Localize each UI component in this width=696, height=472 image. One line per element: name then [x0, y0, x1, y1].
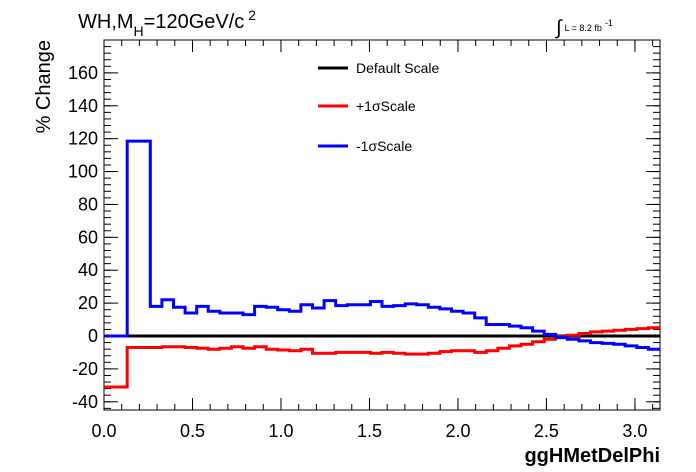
title-main: =120GeV/c: [144, 11, 245, 33]
axis-tick-labels: 0.0 0.5 1.0 1.5 2.0 2.5 3.0 -40 -20 0 20 40 60 80 100 1…: [68, 63, 648, 441]
luminosity-text: L = 8.2 fb: [564, 23, 601, 33]
axis-ticks: [103, 39, 660, 410]
title-superscript: 2: [248, 7, 256, 23]
series-line-2: [104, 139, 660, 351]
y-tick-label: -20: [72, 359, 98, 379]
integral-symbol: ∫: [555, 17, 563, 39]
x-tick-label: 2.5: [534, 421, 559, 441]
chart-title: WH,MH=120GeV/c 2: [78, 7, 256, 39]
y-axis-title: % Change: [33, 40, 55, 133]
legend-label: Default Scale: [356, 60, 439, 76]
y-tick-label: 20: [78, 293, 98, 313]
luminosity-superscript: -1: [605, 18, 613, 28]
x-tick-label: 2.0: [445, 421, 470, 441]
y-tick-label: -40: [72, 392, 98, 412]
x-tick-label: 0.0: [91, 421, 116, 441]
title-subscript: H: [134, 23, 144, 39]
x-tick-label: 1.0: [268, 421, 293, 441]
x-tick-label: 1.5: [357, 421, 382, 441]
y-tick-label: 100: [68, 162, 98, 182]
legend-label: -1σScale: [356, 138, 412, 154]
plot-frame: [103, 39, 661, 411]
y-tick-label: 120: [68, 129, 98, 149]
y-tick-label: 160: [68, 63, 98, 83]
y-tick-label: 40: [78, 260, 98, 280]
series-line-1: [104, 326, 660, 389]
luminosity-label: ∫ L = 8.2 fb -1: [555, 17, 613, 39]
legend: Default Scale +1σScale -1σScale: [318, 60, 439, 154]
x-axis-title: ggHMetDelPhi: [524, 445, 660, 467]
y-tick-label: 0: [88, 326, 98, 346]
y-tick-label: 80: [78, 194, 98, 214]
legend-label: +1σScale: [356, 98, 416, 114]
y-tick-label: 140: [68, 96, 98, 116]
x-tick-label: 3.0: [622, 421, 647, 441]
series-layer: [104, 139, 660, 389]
y-tick-label: 60: [78, 227, 98, 247]
x-tick-label: 0.5: [180, 421, 205, 441]
